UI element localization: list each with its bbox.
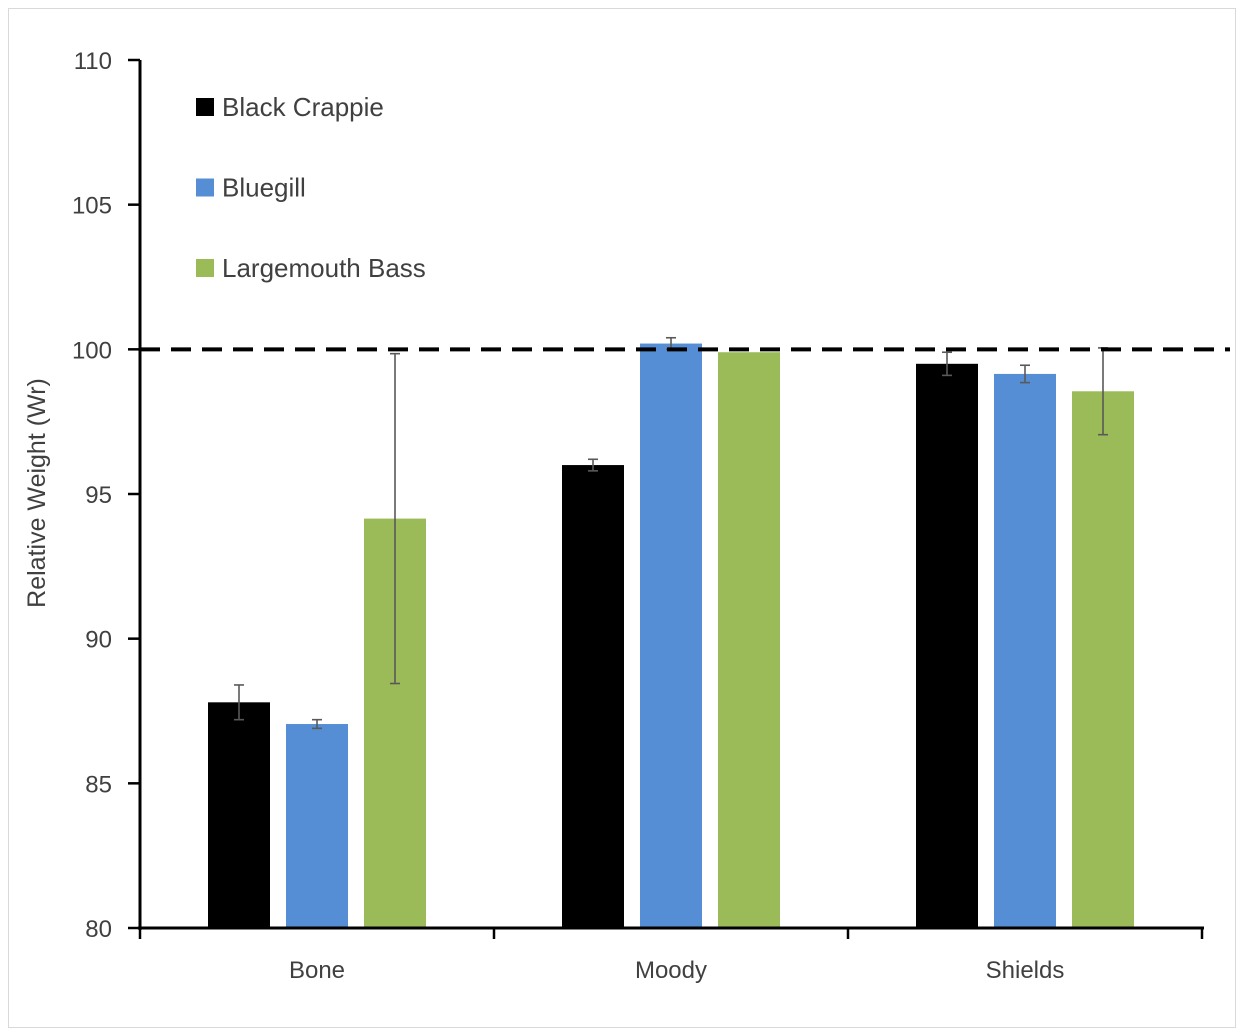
y-tick-label-90: 90 [85,627,112,654]
bar-moody-bluegill [640,343,702,929]
bar-shields-largemouth-bass [1072,391,1134,929]
legend-swatch-bluegill [196,178,214,197]
y-tick-label-85: 85 [85,771,112,798]
bar-shields-black-crappie [916,363,978,928]
legend-label-bluegill: Bluegill [222,173,306,203]
y-tick-label-110: 110 [74,48,112,75]
bar-moody-black-crappie [562,465,624,928]
legend-label-largemouth-bass: Largemouth Bass [222,253,426,283]
legend-swatch-largemouth-bass [196,259,214,277]
legend-swatch-black-crappie [196,98,214,116]
bar-bone-bluegill [286,724,348,928]
x-tick-label-bone: Bone [289,957,345,984]
x-tick-label-shields: Shields [986,957,1065,984]
bar-bone-black-crappie [208,702,270,928]
bar-shields-bluegill [994,373,1056,929]
bar-moody-largemouth-bass [718,352,780,928]
y-tick-label-105: 105 [72,193,112,220]
y-axis-title: Relative Weight (Wr) [23,378,51,608]
y-tick-label-95: 95 [85,482,112,509]
y-tick-label-80: 80 [85,916,112,943]
y-tick-label-100: 100 [72,337,112,364]
legend-label-black-crappie: Black Crappie [222,92,384,122]
x-tick-label-moody: Moody [635,957,707,984]
